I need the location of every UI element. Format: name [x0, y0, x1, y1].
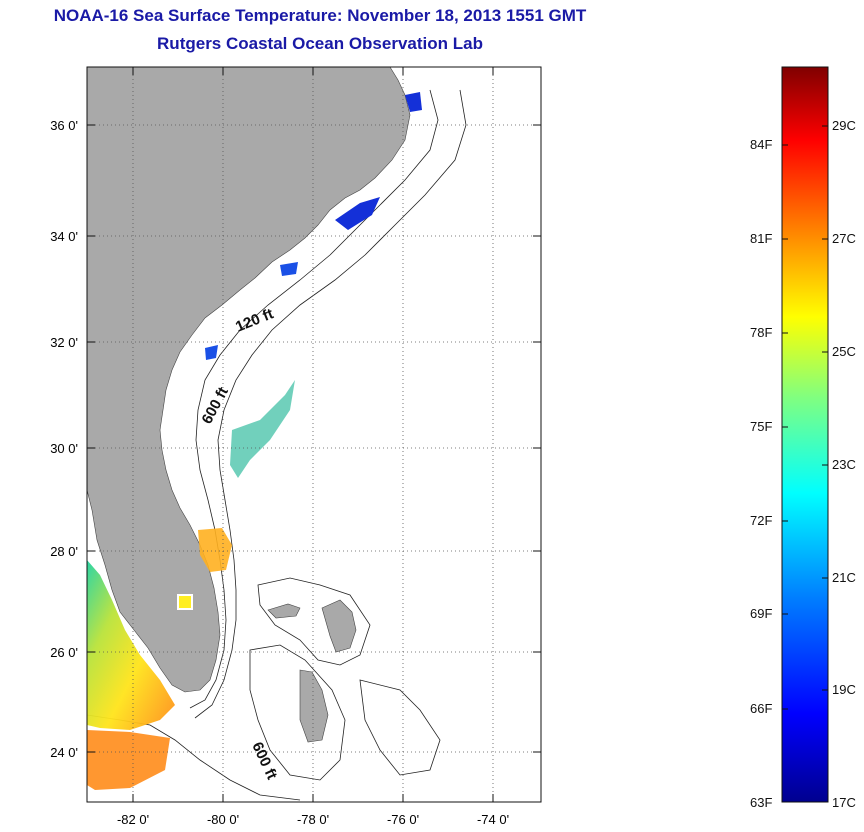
lat-label: 30 0': [50, 441, 78, 456]
colorbar-label-c: 25C: [832, 344, 856, 359]
colorbar-label-f: 81F: [750, 231, 773, 246]
colorbar-label-c: 29C: [832, 118, 856, 133]
sst-patch-offshore: [230, 380, 295, 478]
colorbar-label-c: 21C: [832, 570, 856, 585]
colorbar: [781, 66, 829, 803]
colorbar-ticks: [782, 125, 828, 710]
map-subtitle: Rutgers Coastal Ocean Observation Lab: [157, 34, 483, 53]
sst-patch-small-blue-1: [280, 262, 298, 276]
colorbar-label-f: 78F: [750, 325, 773, 340]
lat-label: 26 0': [50, 645, 78, 660]
colorbar-label-c: 19C: [832, 682, 856, 697]
lon-label: -80 0': [207, 812, 239, 827]
land-mass: [87, 67, 411, 693]
contour-600ft: [194, 89, 467, 719]
colorbar-label-c: 23C: [832, 457, 856, 472]
colorbar-label-c: 27C: [832, 231, 856, 246]
colorbar-label-c: 17C: [832, 795, 856, 810]
contour-bahamas: [249, 577, 441, 781]
colorbar-label-f: 72F: [750, 513, 773, 528]
colorbar-label-f: 69F: [750, 606, 773, 621]
sst-patch-lake: [177, 594, 193, 610]
bahamas-island-andros: [299, 669, 329, 743]
sst-patch-albemarle: [405, 92, 422, 112]
lon-label: -82 0': [117, 812, 149, 827]
lon-label: -76 0': [387, 812, 419, 827]
sst-patch-florida-keys: [87, 730, 170, 790]
sst-patch-florida-west: [87, 560, 175, 730]
colorbar-label-f: 66F: [750, 701, 773, 716]
map-title: NOAA-16 Sea Surface Temperature: Novembe…: [53, 6, 587, 25]
sst-patch-small-blue-2: [205, 345, 218, 360]
lat-label: 36 0': [50, 118, 78, 133]
sst-patch-pamlico: [335, 197, 380, 230]
sst-patch-east-coast: [198, 528, 232, 572]
contour-120ft: [189, 89, 439, 709]
graticule: [87, 67, 541, 802]
lon-label: -78 0': [297, 812, 329, 827]
lon-label: -74 0': [477, 812, 509, 827]
map-border: [86, 66, 542, 803]
bahamas-island-grand: [267, 603, 301, 619]
lat-label: 24 0': [50, 745, 78, 760]
colorbar-label-f: 63F: [750, 795, 773, 810]
lat-label: 34 0': [50, 229, 78, 244]
lat-label: 28 0': [50, 544, 78, 559]
bahamas-island-abaco: [321, 599, 357, 653]
colorbar-label-f: 84F: [750, 137, 773, 152]
colorbar-label-f: 75F: [750, 419, 773, 434]
lat-label: 32 0': [50, 335, 78, 350]
